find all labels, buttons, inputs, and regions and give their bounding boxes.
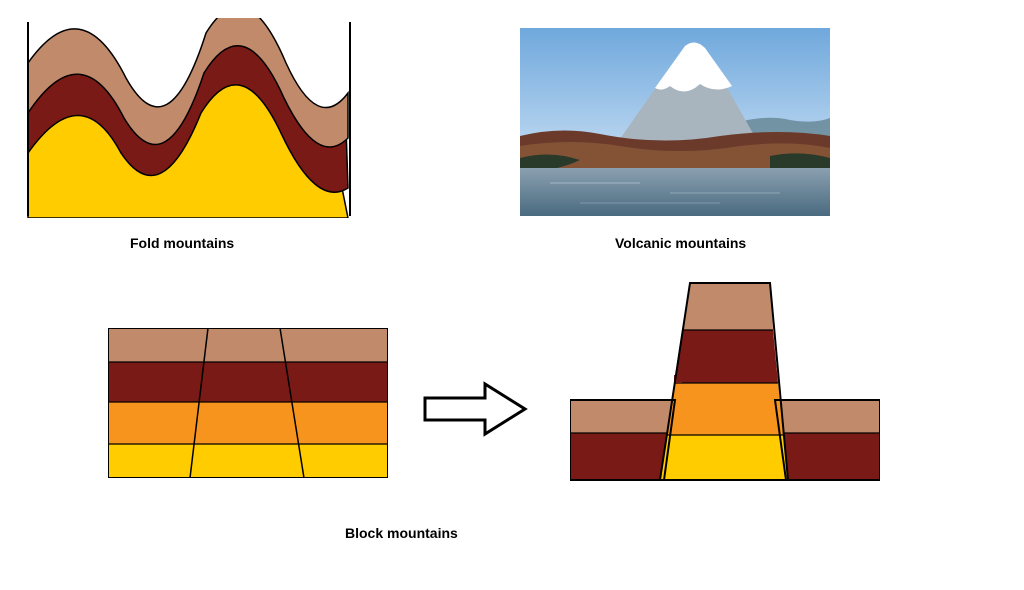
- fold-mountains-diagram: [26, 18, 356, 218]
- block-after-svg: [570, 275, 880, 485]
- block-before-svg: [108, 328, 388, 478]
- stratum-3: [108, 402, 388, 444]
- left-flank: [570, 400, 675, 480]
- stratum-1: [108, 328, 388, 362]
- volcanic-svg: [520, 28, 830, 216]
- arrow: [420, 380, 530, 438]
- arrow-svg: [420, 380, 530, 438]
- block-after-diagram: [570, 275, 880, 485]
- stratum-2: [108, 362, 388, 402]
- volcanic-mountains-photo: [520, 28, 830, 216]
- block-label: Block mountains: [345, 525, 458, 541]
- volcanic-label: Volcanic mountains: [615, 235, 746, 251]
- fold-svg: [26, 18, 356, 218]
- block-before-diagram: [108, 328, 388, 478]
- horst: [660, 283, 788, 480]
- lake: [520, 168, 830, 216]
- fold-label: Fold mountains: [130, 235, 234, 251]
- stratum-4: [108, 444, 388, 478]
- arrow-icon: [425, 384, 525, 434]
- right-flank: [775, 400, 880, 480]
